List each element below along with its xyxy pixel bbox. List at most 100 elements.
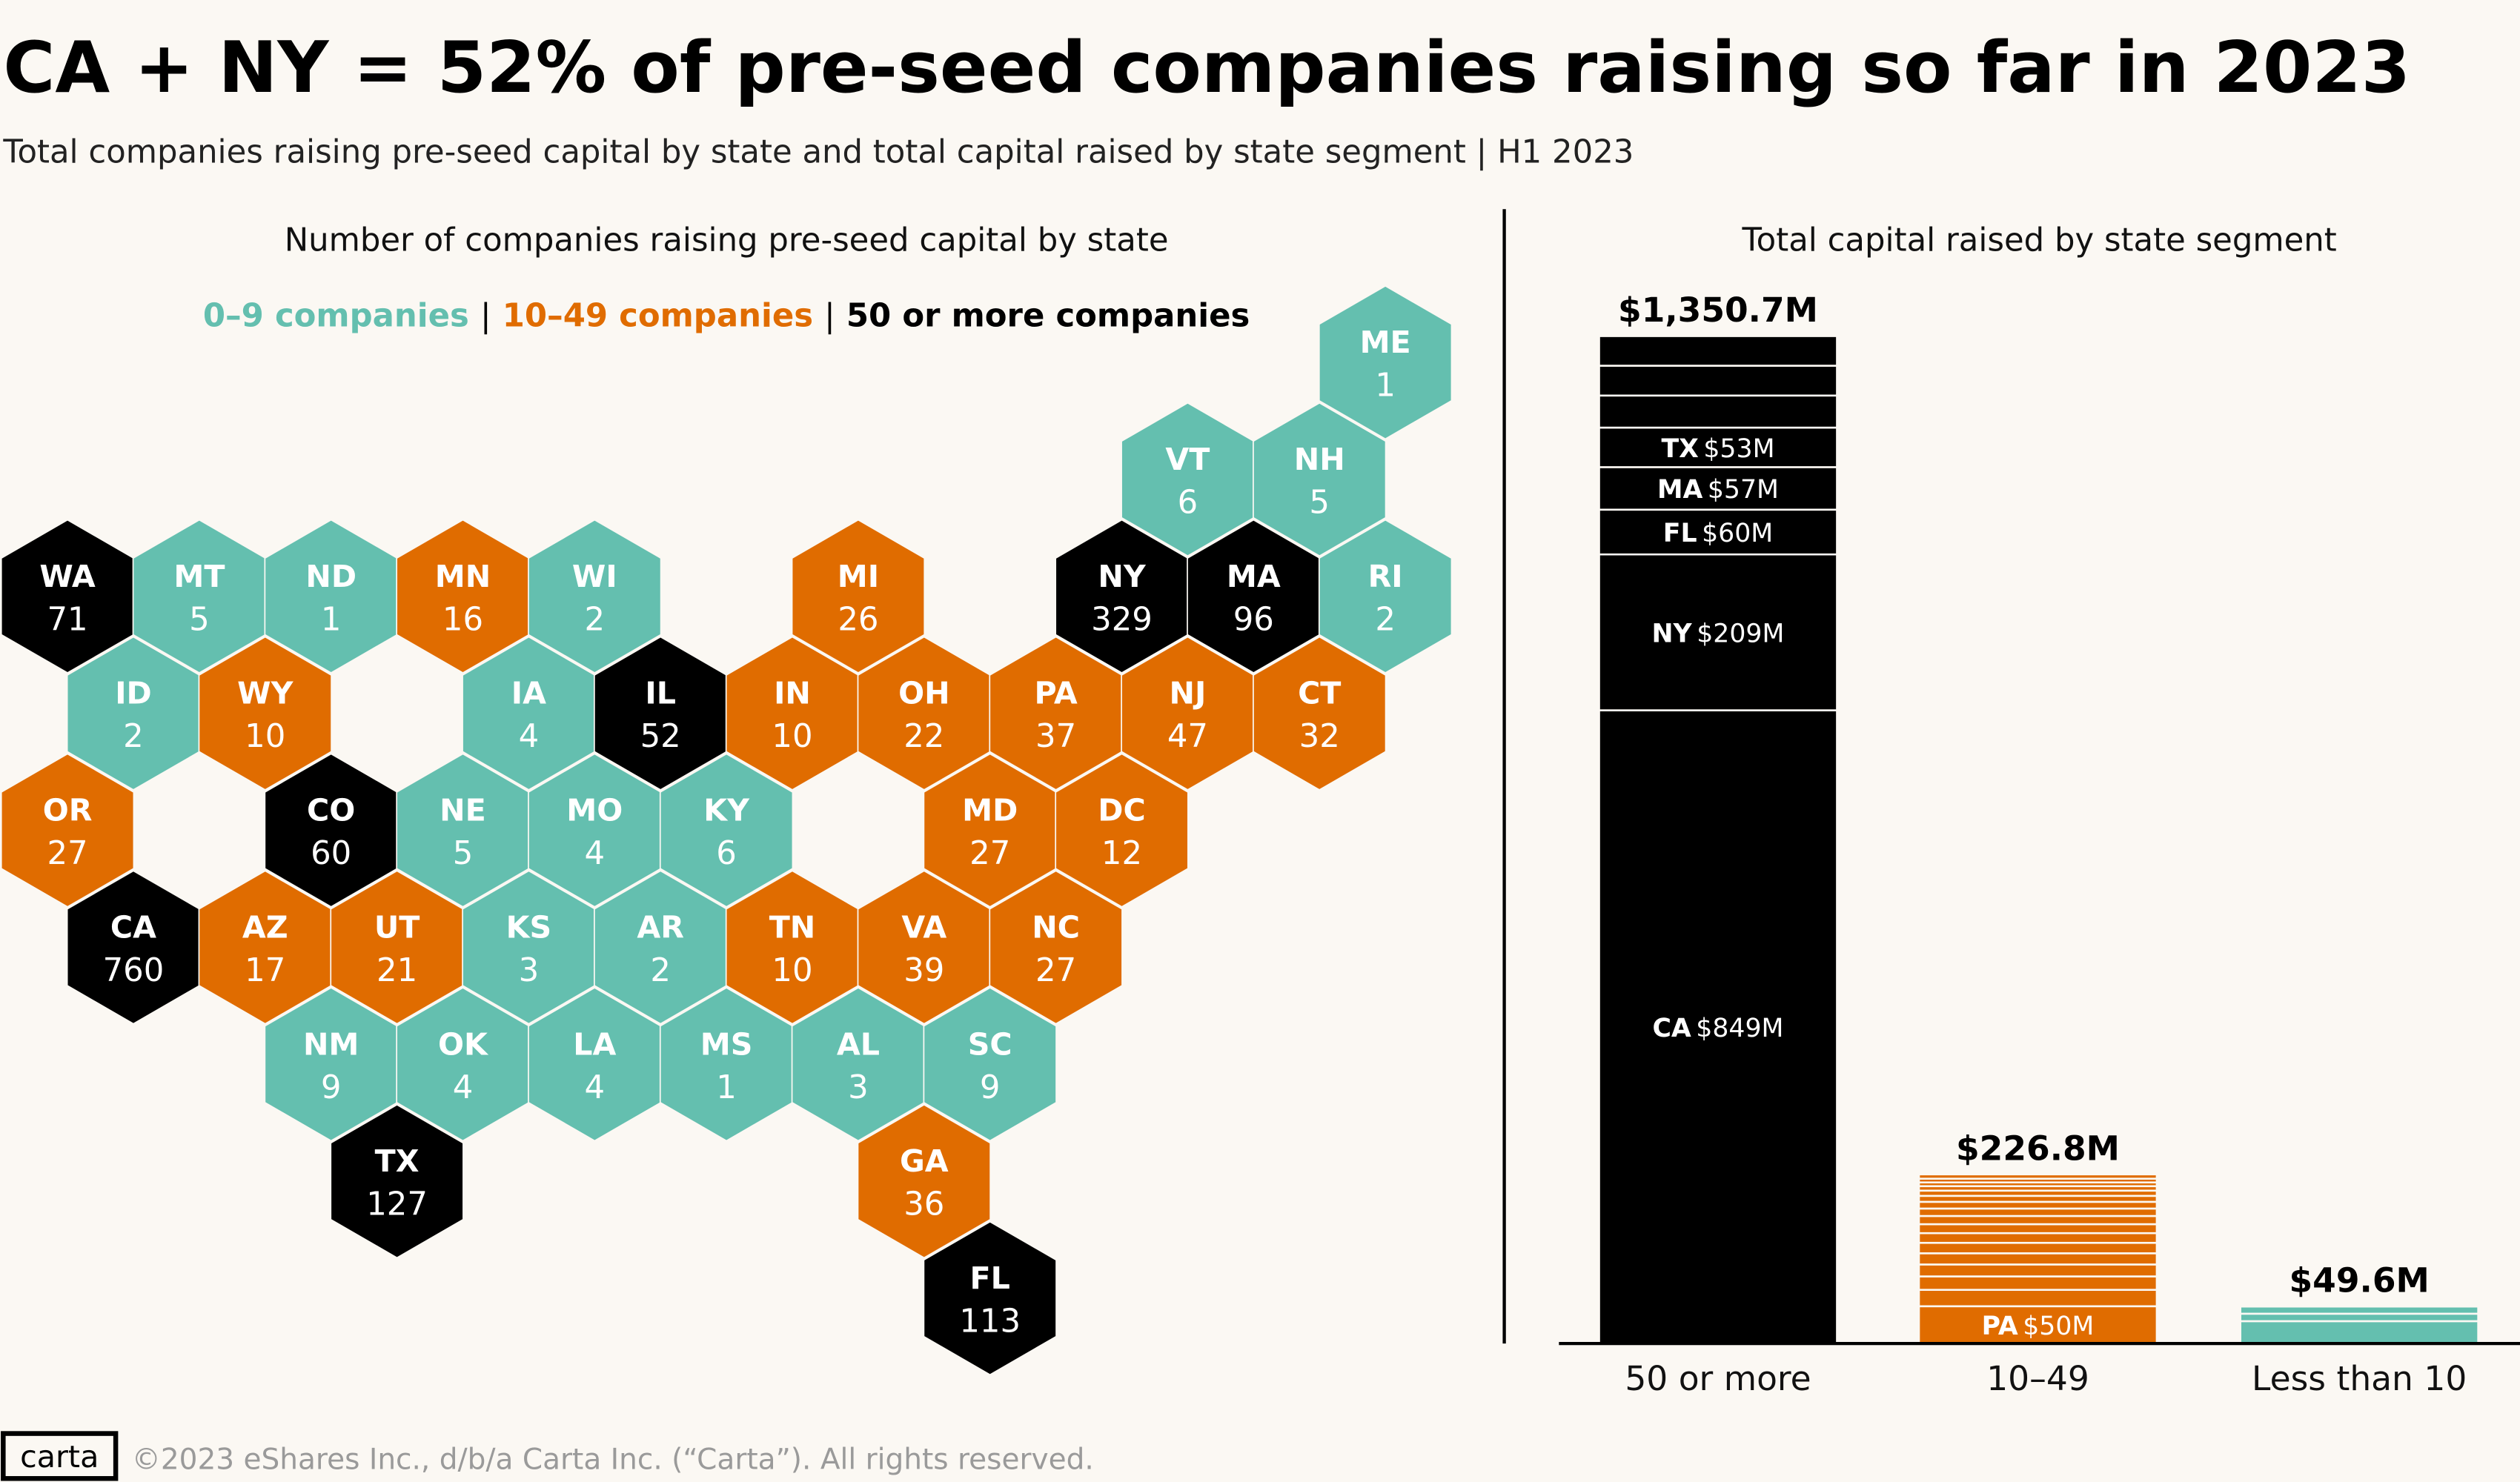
segment-rect [1917,1252,2158,1266]
page-subtitle: Total companies raising pre-seed capital… [2,133,1634,170]
bar-0: CA $849M NY $209M FL $60M MA $57M TX $53M $1,350.7… [1598,290,1838,1398]
state-abbr: NE [440,793,486,828]
legend-separator: | [480,298,491,335]
state-abbr: NC [1032,909,1080,945]
bar-segment [1917,1207,2158,1217]
state-abbr: RI [1368,559,1403,594]
state-count: 12 [1101,835,1142,872]
state-abbr: MI [838,559,879,594]
state-hex-il: IL 52 [593,636,728,791]
state-count: 27 [47,835,87,872]
state-abbr: IN [774,676,811,711]
hex-map: ME1VT6NH5WA71MT5ND1MN16WI2MI26NY329MA96R… [0,285,1453,1376]
state-abbr: UT [374,909,420,945]
state-abbr: NY [1098,559,1146,594]
state-count: 26 [838,601,878,638]
state-abbr: CT [1298,676,1341,711]
segment-rect [2239,1305,2479,1315]
state-abbr: MS [700,1026,753,1062]
page-title: CA + NY = 52% of pre-seed companies rais… [3,27,2410,109]
state-abbr: DC [1098,793,1145,828]
segment-rect [1917,1173,2158,1180]
state-hex-la: LA 4 [528,987,662,1142]
state-hex-ny: NY 329 [1055,519,1189,674]
segment-rect [1598,365,1838,397]
state-hex-nc: NC 27 [989,870,1123,1025]
state-count: 52 [640,718,681,755]
state-count: 4 [519,718,540,755]
state-abbr: IL [645,676,676,711]
state-hex-ct: CT 32 [1253,636,1387,791]
segment-value: $849M [1696,1014,1783,1043]
bar-segment-ma: MA $57M [1598,466,1838,511]
state-hex-wy: WY 10 [198,636,332,791]
state-count: 1 [716,1069,737,1106]
state-abbr: AZ [242,909,288,945]
segment-label: NY $209M [1652,619,1785,648]
bar-segment [2239,1320,2479,1345]
state-count: 47 [1167,718,1208,755]
state-abbr: NJ [1170,676,1207,711]
state-count: 4 [584,835,605,872]
state-count: 3 [519,952,540,989]
segment-rect [1598,508,1838,556]
state-hex-sc: SC 9 [923,987,1057,1142]
state-abbr: SC [968,1026,1012,1062]
hex-shape [923,987,1057,1142]
state-hex-pa: PA 37 [989,636,1123,791]
state-hex-ri: RI 2 [1318,519,1453,674]
state-hex-dc: DC 12 [1055,753,1189,908]
state-abbr: AR [637,909,684,945]
hex-shape [923,1220,1057,1376]
state-hex-md: MD 27 [923,753,1057,908]
state-count: 5 [189,601,210,638]
bar-segment [1917,1223,2158,1235]
state-hex-ar: AR 2 [593,870,728,1025]
segment-value: $57M [1708,475,1779,505]
state-count: 1 [321,601,342,638]
state-abbr: WI [572,559,617,594]
bar-total-label: $1,350.7M [1618,290,1818,330]
state-count: 39 [903,952,944,989]
bar-segment [1917,1173,2158,1180]
hex-shape [0,753,135,908]
segment-rect [1917,1223,2158,1235]
state-abbr: NM [303,1026,359,1062]
state-count: 21 [377,952,417,989]
segment-rect [1598,709,1838,1345]
footer: carta ©2023 eShares Inc., d/b/a Carta In… [1,1431,1094,1481]
state-hex-oh: OH 22 [857,636,992,791]
segment-rect [1917,1200,2158,1210]
segment-state: PA [1982,1312,2018,1341]
carta-logo [1,1431,119,1481]
state-count: 113 [959,1303,1021,1340]
legend-low: 0–9 companies [203,298,469,335]
state-count: 760 [103,952,165,989]
bar-chart-title: Total capital raised by state segment [1742,222,2337,259]
state-hex-or: OR 27 [0,753,135,908]
state-abbr: VT [1165,442,1210,477]
segment-rect [2239,1320,2479,1345]
bar-segment [1917,1241,2158,1255]
bar-segment-ny: NY $209M [1598,553,1838,711]
state-abbr: WY [237,676,294,711]
state-abbr: VA [901,909,946,945]
segment-state: MA [1657,475,1703,505]
state-abbr: LA [573,1026,616,1062]
state-abbr: CO [307,793,355,828]
segment-rect [1917,1214,2158,1226]
category-label: 50 or more [1625,1359,1811,1398]
bar-segment [1917,1275,2158,1291]
segment-label: FL $60M [1663,519,1773,548]
state-abbr: PA [1034,676,1077,711]
state-abbr: OK [438,1026,489,1062]
state-abbr: IA [511,676,546,711]
state-abbr: FL [970,1260,1010,1296]
segment-value: $60M [1702,519,1773,548]
state-hex-me: ME 1 [1318,285,1453,440]
state-abbr: NH [1294,442,1345,477]
state-abbr: WA [39,559,96,594]
legend-high: 50 or more companies [846,298,1250,335]
hex-shape [791,519,926,674]
bar-segment [1917,1263,2158,1277]
